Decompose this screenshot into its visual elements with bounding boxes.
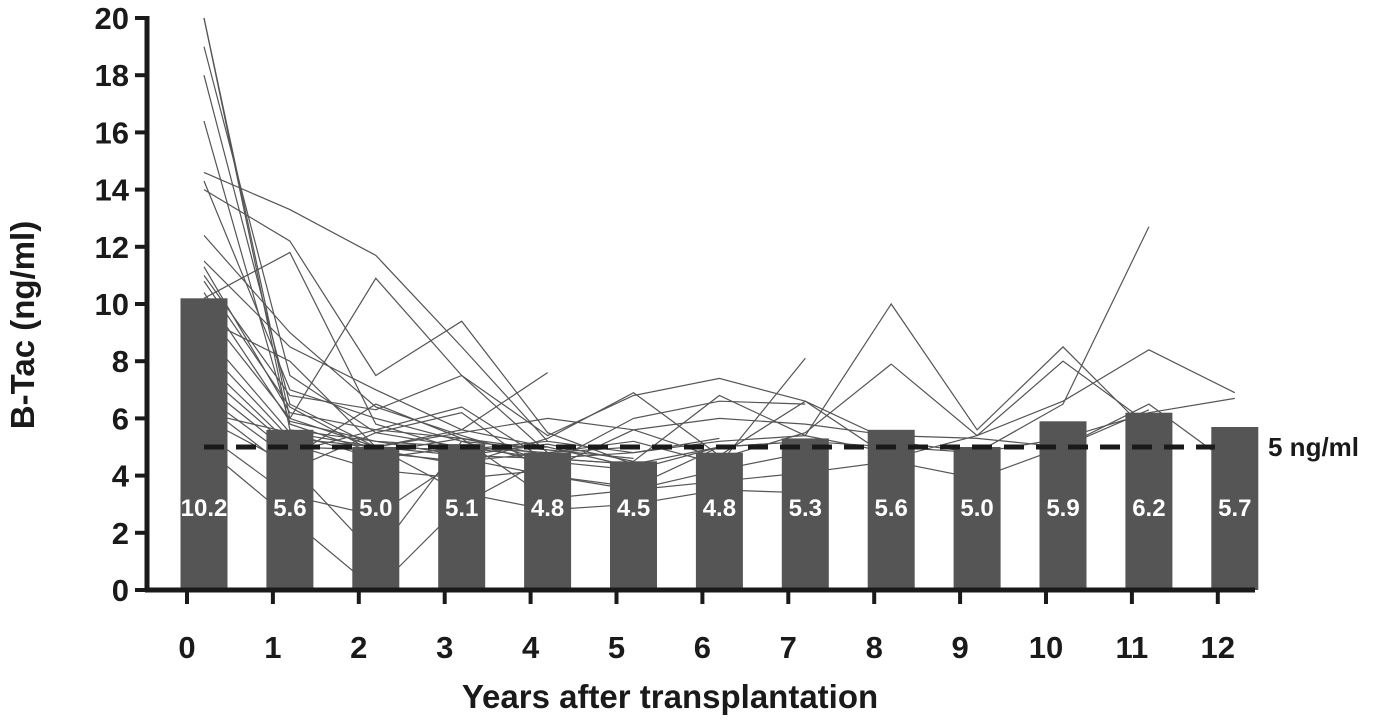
patient-line-5 [203, 120, 548, 457]
bar-year-6 [695, 452, 743, 590]
bar-year-3 [438, 444, 486, 590]
bar-year-2 [352, 447, 400, 590]
y-tick-label: 18 [95, 58, 129, 93]
x-tick-label: 7 [780, 630, 797, 665]
axes [135, 16, 1255, 604]
bar-value-label: 6.2 [1132, 495, 1165, 522]
bar-value-label: 4.5 [617, 495, 650, 522]
x-tick-label: 11 [1116, 630, 1149, 665]
bar-value-labels: 10.2 5.6 5.0 5.1 4.8 4.5 4.8 5.3 5.6 5.0 5.9 6.2 5.7 [181, 495, 1252, 522]
bar-year-0 [180, 298, 228, 590]
patient-line-22 [203, 226, 1150, 471]
patient-line-1 [203, 17, 548, 454]
bar-year-1 [266, 429, 314, 590]
bar-value-label: 5.6 [273, 495, 306, 522]
bar-value-label: 5.1 [445, 495, 478, 522]
patient-line-17 [203, 317, 548, 448]
patient-line-20 [203, 360, 1150, 480]
y-tick-label: 6 [112, 401, 129, 436]
patient-line-9 [203, 235, 548, 462]
bar-value-label: 5.3 [789, 495, 822, 522]
x-tick-label: 8 [866, 630, 883, 665]
x-tick-label: 1 [264, 630, 281, 665]
bar-year-7 [781, 438, 829, 590]
x-tick-label: 5 [608, 630, 625, 665]
x-tick-label: 2 [350, 630, 367, 665]
y-tick-label: 2 [112, 516, 129, 551]
y-tick-label: 14 [95, 173, 130, 208]
x-tick-label: 6 [694, 630, 711, 665]
y-tick-labels: 0 2 4 6 8 10 12 14 16 18 20 [95, 1, 130, 608]
bar-year-9 [953, 447, 1001, 590]
y-tick-label: 16 [95, 115, 129, 150]
bar-year-11 [1125, 412, 1173, 590]
bar-year-5 [610, 461, 657, 590]
bar-value-label: 5.7 [1218, 495, 1251, 522]
bar-value-label: 10.2 [181, 495, 228, 522]
x-tick-label: 4 [522, 630, 540, 665]
bar-year-8 [867, 429, 915, 590]
reference-line-group: 5 ng/ml [204, 432, 1359, 462]
bar-value-label: 5.0 [359, 495, 392, 522]
patient-line-14 [203, 292, 1150, 462]
x-tick-label: 10 [1029, 630, 1063, 665]
reference-line-label: 5 ng/ml [1268, 432, 1359, 462]
patient-line-15 [203, 251, 548, 451]
x-tick-label: 3 [436, 630, 453, 665]
bar-value-label: 5.6 [875, 495, 908, 522]
x-tick-label: 9 [951, 630, 968, 665]
y-tick-label: 10 [95, 287, 129, 322]
patient-line-2 [203, 17, 634, 465]
y-tick-label: 4 [112, 459, 130, 494]
bar-year-4 [524, 452, 572, 590]
bar-value-label: 5.0 [960, 495, 993, 522]
x-tick-labels: 0 1 2 3 4 5 6 7 8 9 10 11 12 [178, 630, 1235, 665]
y-axis-title: B-Tac (ng/ml) [4, 221, 41, 429]
bar-year-12 [1211, 427, 1259, 590]
y-tick-label: 8 [112, 344, 129, 379]
bar-value-label: 4.8 [531, 495, 564, 522]
y-tick-label: 12 [95, 230, 129, 265]
x-axis-title: Years after transplantation [462, 678, 878, 715]
bar-value-label: 5.9 [1046, 495, 1079, 522]
y-tick-label: 0 [112, 573, 129, 608]
patient-line-6 [203, 171, 720, 454]
x-tick-label: 12 [1201, 630, 1235, 665]
x-tick-label: 0 [178, 630, 195, 665]
y-tick-label: 20 [95, 1, 129, 36]
bar-value-label: 4.8 [703, 495, 736, 522]
